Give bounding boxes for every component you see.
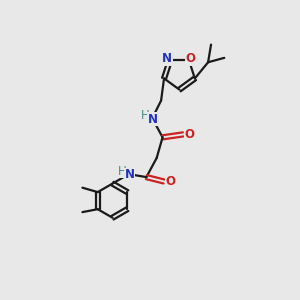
Text: O: O bbox=[166, 175, 176, 188]
Text: O: O bbox=[185, 128, 195, 141]
Text: N: N bbox=[125, 168, 135, 181]
Text: O: O bbox=[186, 52, 196, 65]
Text: N: N bbox=[148, 113, 158, 126]
Text: N: N bbox=[162, 52, 172, 65]
Text: H: H bbox=[118, 165, 127, 178]
Text: H: H bbox=[140, 109, 149, 122]
